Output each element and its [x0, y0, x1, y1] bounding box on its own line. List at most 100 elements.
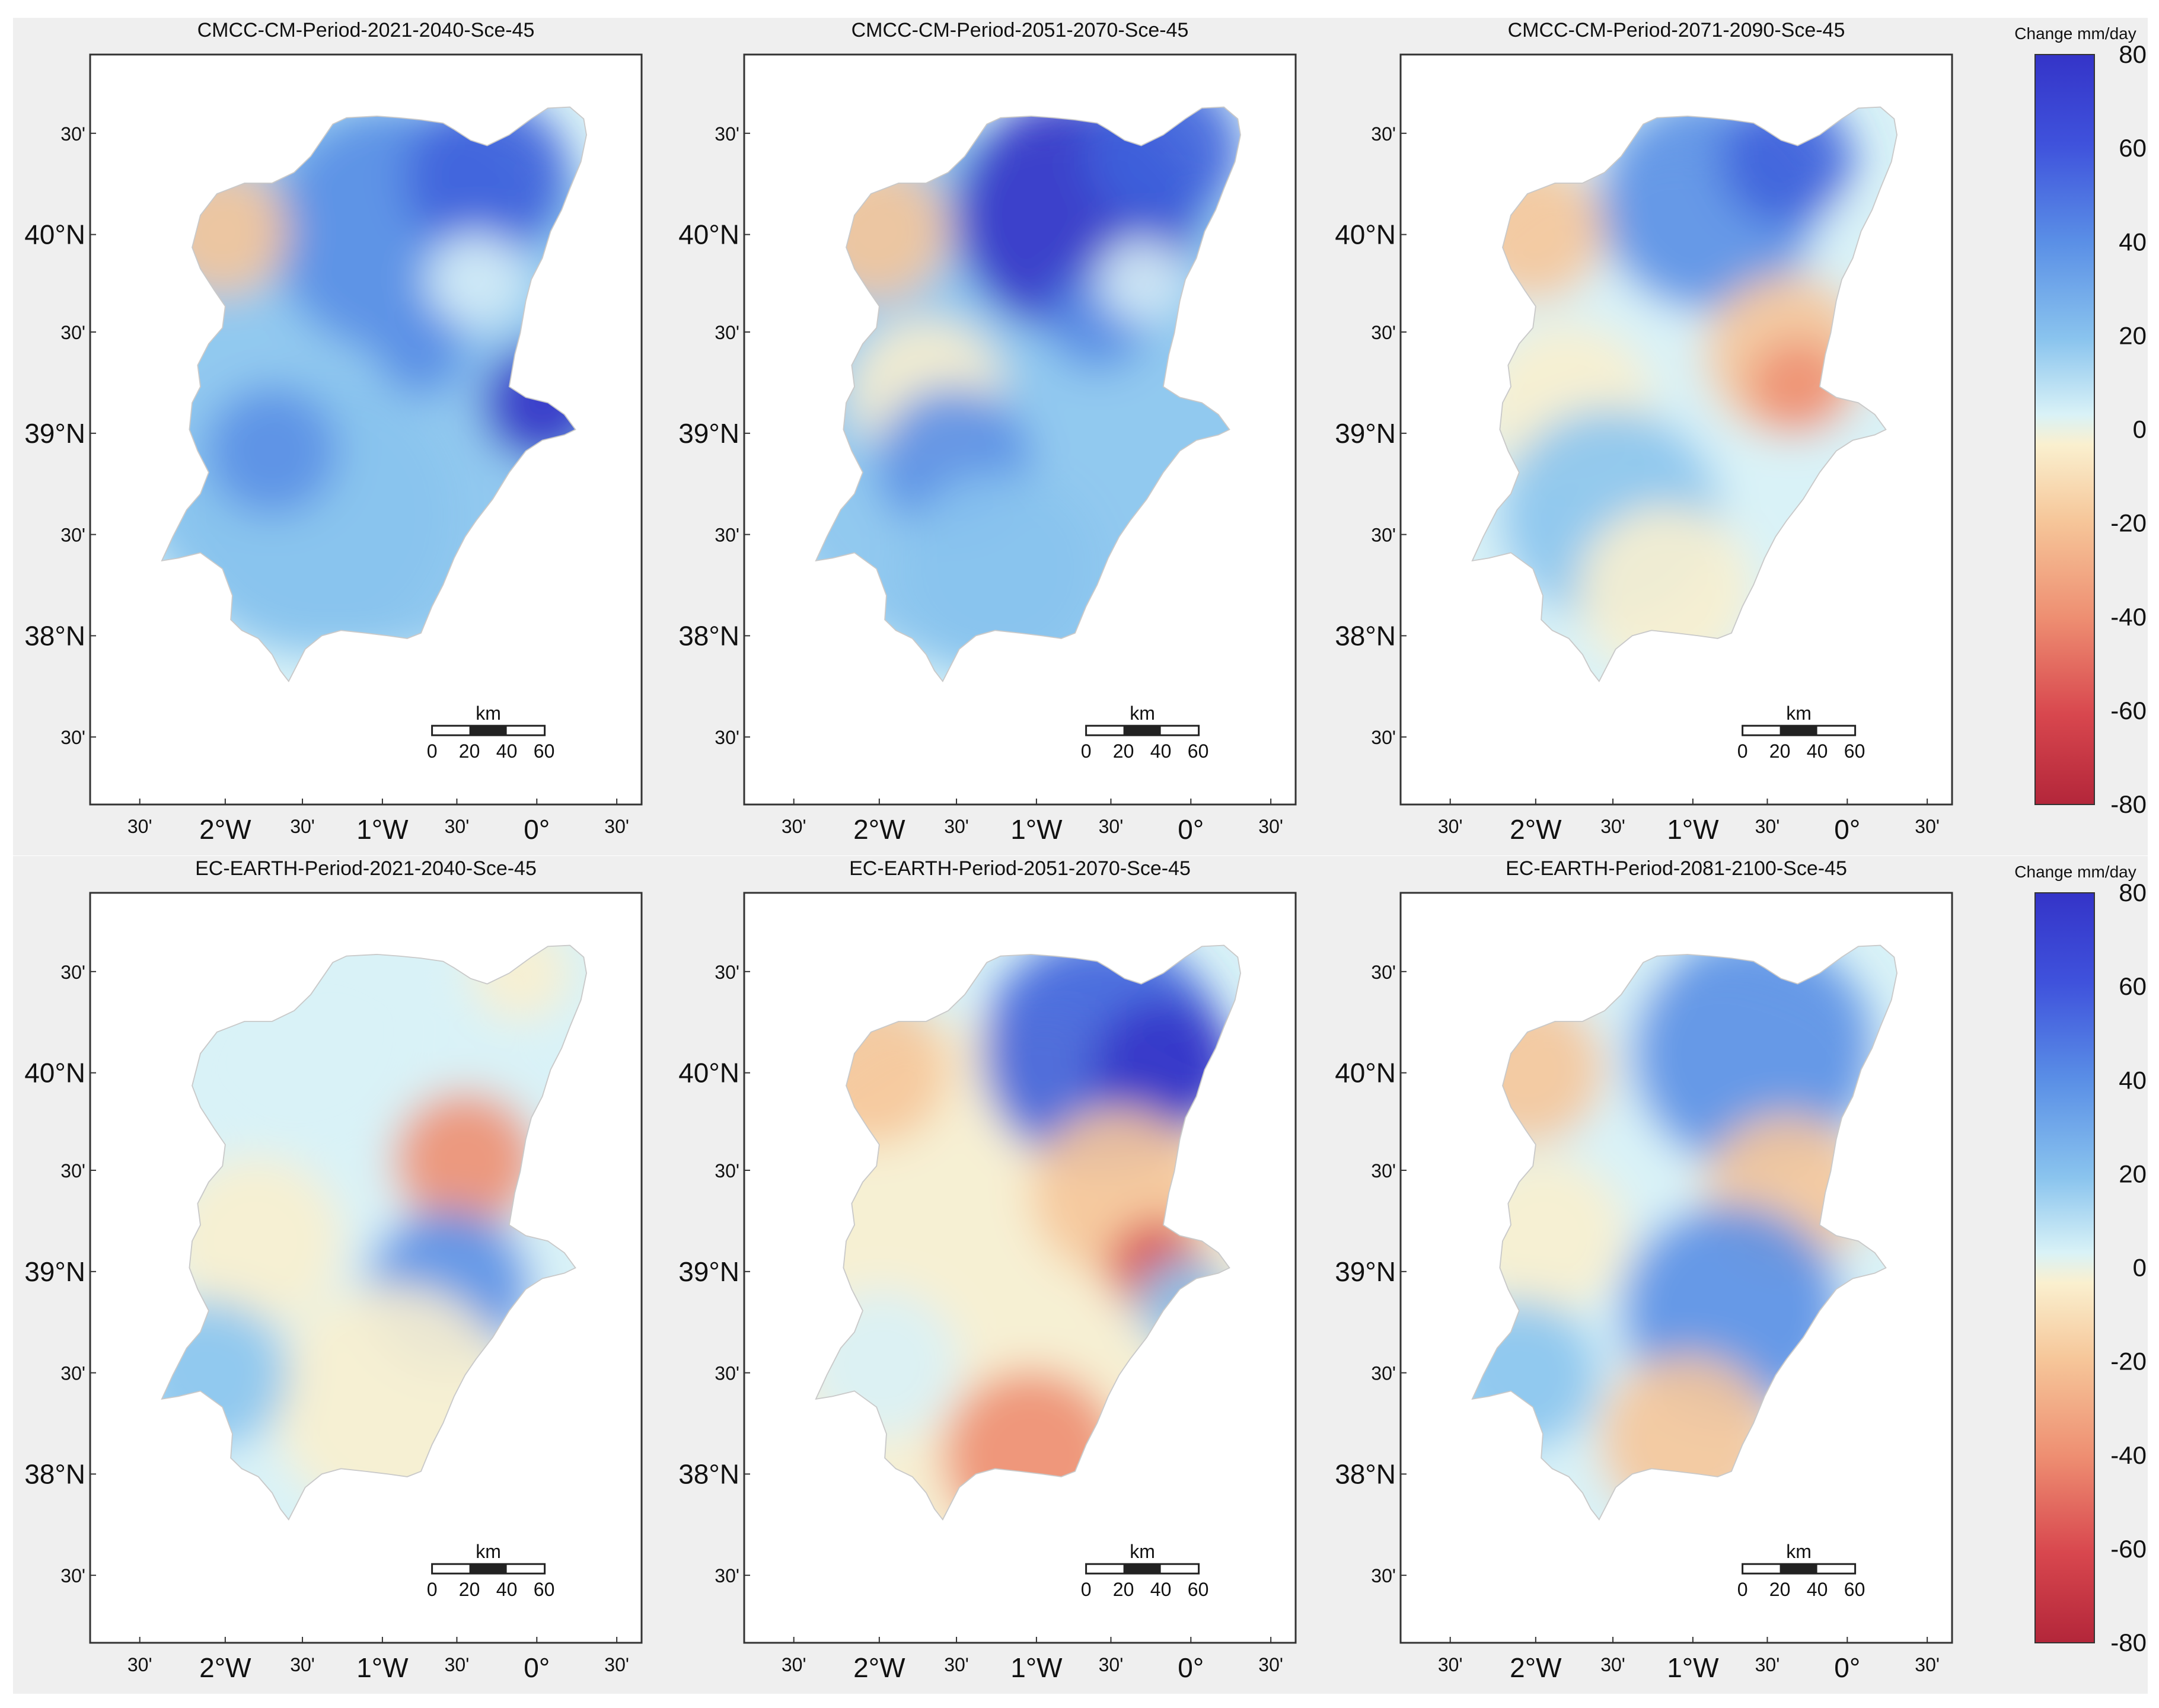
lat-label: 39°N [24, 1256, 85, 1287]
scale-bar-tick: 40 [1150, 740, 1172, 762]
lat-label: 30' [715, 322, 739, 343]
legend-tick: 40 [2119, 1066, 2147, 1094]
lon-label: 2°W [853, 814, 905, 845]
scale-bar: km 0 20 40 60 [1737, 1541, 1865, 1600]
lon-label: 30' [1600, 816, 1625, 837]
scale-bar-unit: km [1786, 703, 1812, 724]
lat-label: 30' [60, 1160, 85, 1182]
lat-label: 30' [715, 727, 739, 748]
region-outline [815, 944, 1241, 1521]
map-panel: CMCC-CM-Period-2071-2090-Sce-45 30' 40°N 30… [1335, 19, 1953, 845]
precip-change-area [206, 387, 339, 516]
lon-label: 30' [1258, 816, 1283, 837]
scale-bar-unit: km [1130, 703, 1155, 724]
scale-bar-unit: km [476, 703, 501, 724]
lat-label: 40°N [1335, 1058, 1396, 1088]
lat-label: 38°N [24, 1458, 85, 1489]
legend-tick: -80 [2110, 790, 2147, 818]
lon-label: 2°W [853, 1652, 905, 1683]
lat-label: 38°N [1335, 620, 1396, 651]
legend-title: Change mm/day [2014, 863, 2136, 881]
lat-label: 39°N [24, 418, 85, 449]
precip-change-area [1577, 505, 1754, 676]
lat-label: 40°N [1335, 219, 1396, 250]
region-outline [1471, 106, 1898, 682]
legend-tick: 0 [2133, 416, 2147, 443]
lat-label: 30' [1371, 123, 1396, 145]
precip-change-area [393, 1091, 537, 1231]
scale-bar: km 0 20 40 60 [427, 703, 555, 762]
panels-layer: CMCC-CM-Period-2021-2040-Sce-45 30' 40°N 30… [13, 18, 2148, 1694]
precip-change-area [167, 1155, 344, 1327]
scale-bar-tick: 40 [496, 740, 518, 762]
region-outline [1471, 944, 1898, 1521]
lat-label: 30' [715, 1565, 739, 1586]
lon-label: 30' [1438, 1654, 1463, 1675]
lat-label: 39°N [678, 418, 739, 449]
map-title: EC-EARTH-Period-2081-2100-Sce-45 [1506, 857, 1847, 880]
legend-tick: -60 [2110, 697, 2147, 724]
lon-label: 0° [524, 814, 550, 845]
lon-label: 30' [290, 816, 315, 837]
lon-label: 30' [1258, 1654, 1283, 1675]
scale-bar-unit: km [476, 1541, 501, 1562]
lon-label: 30' [944, 1654, 969, 1675]
legend-colorbar [2034, 54, 2095, 805]
map-panel: EC-EARTH-Period-2081-2100-Sce-45 30' 40°N 3… [1335, 857, 1953, 1683]
scale-bar: km 0 20 40 60 [1081, 703, 1209, 762]
lat-label: 38°N [24, 620, 85, 651]
lat-label: 39°N [1335, 1256, 1396, 1287]
legend-tick: -20 [2110, 1348, 2147, 1375]
lat-label: 30' [60, 962, 85, 983]
legend-tick: -40 [2110, 603, 2147, 631]
lon-label: 1°W [356, 1652, 409, 1683]
lat-label: 30' [1371, 727, 1396, 748]
legend-title: Change mm/day [2014, 24, 2136, 43]
scale-bar-segment [469, 726, 507, 736]
lon-label: 30' [445, 816, 470, 837]
scale-bar-segment [1779, 726, 1817, 736]
legend-tick: 60 [2119, 134, 2147, 162]
scale-bar: km 0 20 40 60 [1081, 1541, 1209, 1600]
legend-tick: 40 [2119, 228, 2147, 256]
lat-label: 40°N [24, 1058, 85, 1088]
legend-colorbar [2034, 892, 2095, 1643]
lon-label: 0° [1834, 1652, 1860, 1683]
lon-label: 30' [290, 1654, 315, 1675]
lat-label: 30' [1371, 1565, 1396, 1586]
map-title: CMCC-CM-Period-2021-2040-Sce-45 [197, 19, 535, 41]
scale-bar-tick: 0 [427, 740, 438, 762]
lat-label: 38°N [1335, 1458, 1396, 1489]
lat-label: 30' [60, 1565, 85, 1586]
lat-label: 39°N [678, 1256, 739, 1287]
scale-bar-tick: 40 [1807, 1579, 1828, 1600]
lat-label: 38°N [678, 620, 739, 651]
scale-bar-tick: 20 [1769, 740, 1791, 762]
lon-label: 1°W [1667, 1652, 1719, 1683]
precip-change-area [898, 472, 1098, 666]
scale-bar-tick: 60 [1188, 1579, 1209, 1600]
scale-bar-segment [1123, 726, 1161, 736]
scale-bar-tick: 20 [459, 1579, 480, 1600]
region-outline [815, 106, 1241, 682]
scale-bar: km 0 20 40 60 [1737, 703, 1865, 762]
region-outline [161, 106, 587, 682]
lon-label: 0° [524, 1652, 550, 1683]
lat-label: 30' [1371, 525, 1396, 546]
lat-label: 30' [715, 1160, 739, 1182]
lon-label: 2°W [1510, 814, 1562, 845]
lat-label: 30' [60, 525, 85, 546]
scale-bar-tick: 40 [1807, 740, 1828, 762]
lon-label: 2°W [1510, 1652, 1562, 1683]
precip-change-area [377, 311, 465, 398]
lon-label: 30' [127, 1654, 152, 1675]
map-panel: EC-EARTH-Period-2051-2070-Sce-45 30' 40°N 3… [678, 857, 1297, 1683]
scale-bar-tick: 60 [534, 1579, 555, 1600]
lat-label: 30' [715, 1363, 739, 1384]
scale-bar-tick: 60 [1844, 740, 1865, 762]
lon-label: 0° [1178, 814, 1204, 845]
map-title: CMCC-CM-Period-2051-2070-Sce-45 [852, 19, 1189, 41]
